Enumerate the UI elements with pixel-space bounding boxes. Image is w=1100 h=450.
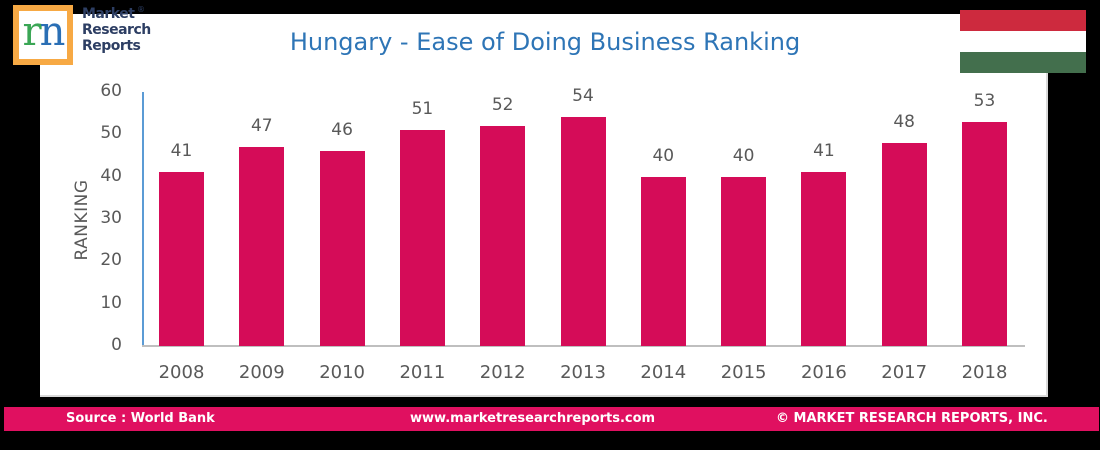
y-tick-label: 0 <box>111 335 122 355</box>
bar-value-label: 53 <box>973 90 996 111</box>
flag-stripe-green <box>960 52 1086 73</box>
bar-2010 <box>319 151 365 346</box>
x-tick-label: 2016 <box>800 362 847 383</box>
footer-bar: Source : World Bank www.marketresearchre… <box>4 407 1099 431</box>
bar-2015 <box>721 176 767 346</box>
x-tick-label: 2008 <box>158 362 205 383</box>
y-tick-label: 40 <box>100 165 122 186</box>
logo-wordmark: Market Research Reports <box>82 6 151 54</box>
flag-stripe-red <box>960 10 1086 31</box>
y-tick-label: 30 <box>100 208 122 228</box>
company-logo: rn <box>13 5 73 65</box>
bar-2011 <box>399 130 445 346</box>
x-tick-label: 2009 <box>238 362 285 383</box>
copyright-text: © MARKET RESEARCH REPORTS, INC. <box>776 411 1048 426</box>
flag-stripe-white <box>960 31 1086 52</box>
y-tick-label: 20 <box>100 250 122 271</box>
x-tick-label: 2015 <box>720 362 767 383</box>
bar-value-label: 48 <box>893 111 915 132</box>
plot-area: RANKING 0 10 20 30 40 50 60 41 2008 47 2009 46 2010 5… <box>72 81 1025 383</box>
y-tick-label: 60 <box>100 81 122 101</box>
x-tick-label: 2018 <box>961 362 1008 383</box>
website-link[interactable]: www.marketresearchreports.com <box>410 411 656 426</box>
x-tick-label: 2010 <box>319 362 365 383</box>
y-axis-label: RANKING <box>72 179 92 261</box>
y-tick-label: 50 <box>100 123 122 144</box>
logo-m-icon: rn <box>22 9 66 55</box>
hungary-flag-icon <box>960 10 1086 73</box>
x-tick-label: 2014 <box>640 362 687 383</box>
bar-2016 <box>801 172 847 346</box>
bar-2013 <box>560 117 606 346</box>
x-tick-label: 2012 <box>479 362 526 383</box>
chart-card <box>40 14 1048 397</box>
source-text: Source : World Bank <box>66 411 215 426</box>
bar-value-label: 54 <box>572 86 594 107</box>
x-tick-label: 2017 <box>881 362 928 383</box>
x-tick-label: 2013 <box>560 362 606 383</box>
bar-2009 <box>239 147 285 346</box>
x-tick-label: 2011 <box>399 362 446 383</box>
y-tick-label: 10 <box>100 292 122 313</box>
bar-2012 <box>480 125 526 346</box>
bar-2017 <box>881 142 927 346</box>
bar-value-label: 47 <box>250 116 273 137</box>
bar-value-label: 52 <box>491 94 514 115</box>
chart-title: Hungary - Ease of Doing Business Ranking <box>289 28 801 56</box>
x-axis-line <box>142 345 1025 347</box>
logo-line-1: Market <box>82 6 135 22</box>
registered-mark: ® <box>137 5 145 14</box>
bar-2014 <box>640 176 686 346</box>
bar-2008 <box>159 172 204 346</box>
logo-line-2: Research <box>82 22 151 38</box>
bar-value-label: 40 <box>732 145 755 166</box>
bar-value-label: 40 <box>652 145 675 166</box>
logo-line-3: Reports <box>82 38 141 54</box>
bar-value-label: 51 <box>411 99 434 120</box>
bar-value-label: 41 <box>813 141 835 162</box>
bar-value-label: 46 <box>331 120 353 141</box>
y-axis-line <box>142 92 144 346</box>
bar-2018 <box>962 121 1007 346</box>
bar-value-label: 41 <box>170 141 193 162</box>
